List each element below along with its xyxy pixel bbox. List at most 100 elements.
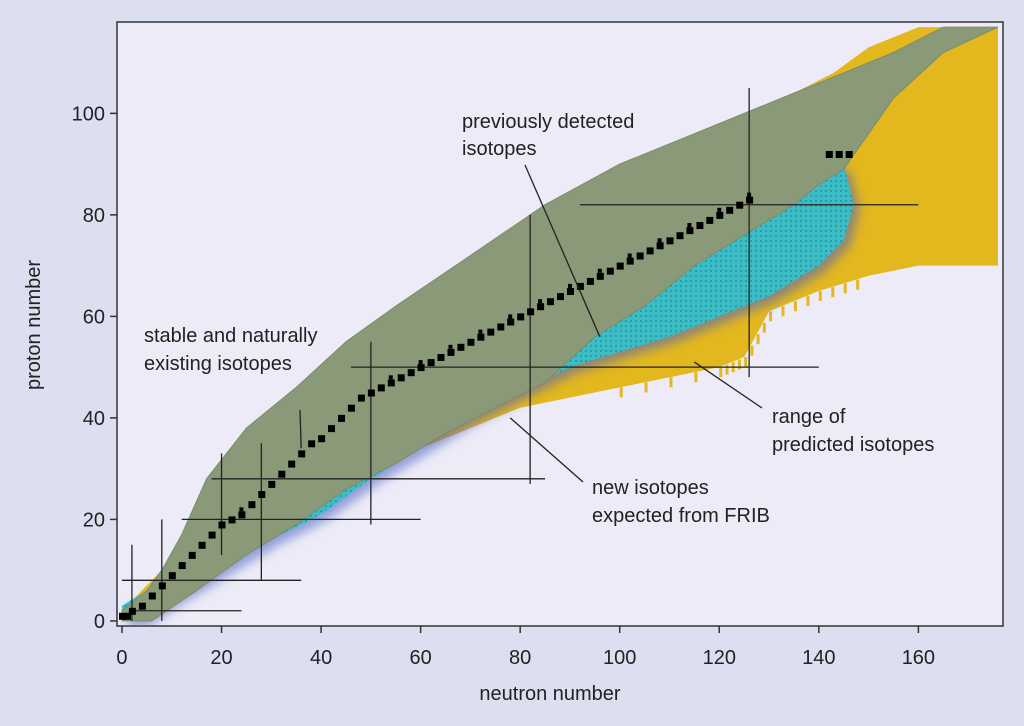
predicted-edge-tooth xyxy=(793,301,797,312)
stable-isotope-point xyxy=(666,237,674,245)
y-tick-label: 40 xyxy=(83,408,105,430)
stable-isotope-point xyxy=(228,516,236,524)
stable-isotope-point xyxy=(308,440,316,448)
stable-isotope-point xyxy=(597,268,602,273)
x-tick-label: 100 xyxy=(603,647,636,669)
annotations: previously detected isotopes stable and … xyxy=(144,111,934,527)
x-tick-label: 140 xyxy=(802,647,835,669)
stable-isotope-point xyxy=(417,364,425,372)
stable-isotope-point xyxy=(508,314,513,319)
stable-isotope-point xyxy=(825,151,833,158)
predicted-edge-tooth xyxy=(856,279,860,290)
stable-isotope-point xyxy=(407,369,415,377)
stable-isotope-point xyxy=(517,313,525,321)
stable-isotope-point xyxy=(198,541,206,549)
stable-isotope-point xyxy=(596,272,604,280)
stable-isotope-point xyxy=(626,257,634,265)
stable-isotope-point xyxy=(128,607,136,615)
stable-isotope-point xyxy=(178,562,186,570)
predicted-edge-tooth xyxy=(750,345,754,356)
stable-isotope-point xyxy=(557,293,564,301)
y-axis-title: proton number xyxy=(23,260,45,390)
annotation-leader xyxy=(694,361,763,409)
stable-isotope-point xyxy=(328,425,335,433)
axes: 0 20 40 60 80 100 120 140 160 0 20 40 60 80 100 xyxy=(72,103,935,669)
annotation-previously-detected-line-1: previously detected xyxy=(462,111,634,133)
predicted-edge-tooth xyxy=(737,359,741,370)
annotation-stable-isotopes-line-1: stable and naturally xyxy=(144,325,317,347)
stable-isotope-point xyxy=(218,521,226,529)
predicted-edge-tooth xyxy=(762,322,766,333)
stable-isotope-point xyxy=(646,247,654,255)
annotation-leader xyxy=(299,409,302,449)
stable-isotope-point xyxy=(567,288,574,295)
x-tick-label: 160 xyxy=(902,647,935,669)
annotation-leader xyxy=(509,417,584,483)
stable-isotope-point xyxy=(627,253,632,258)
stable-isotope-point xyxy=(208,531,216,539)
stable-isotope-point xyxy=(687,223,692,227)
predicted-edge-tooth xyxy=(694,372,698,383)
predicted-edge-tooth xyxy=(769,311,773,322)
stable-isotope-point xyxy=(138,602,146,610)
stable-isotope-point xyxy=(387,379,395,387)
stable-isotope-point xyxy=(586,277,594,285)
annotation-predicted-isotopes: range of predicted isotopes xyxy=(772,406,934,456)
stable-isotope-point xyxy=(357,394,365,402)
stable-isotope-point xyxy=(367,389,375,397)
annotation-stable-isotopes-line-2: existing isotopes xyxy=(144,353,292,375)
stable-isotope-point xyxy=(547,298,554,306)
stable-isotope-point xyxy=(527,308,535,316)
stable-isotope-point xyxy=(238,511,246,519)
stable-isotope-point xyxy=(835,151,843,158)
stable-isotope-point xyxy=(845,151,853,158)
annotation-previously-detected: previously detected isotopes xyxy=(462,111,640,160)
predicted-edge-tooth xyxy=(781,306,785,317)
stable-isotope-point xyxy=(427,359,435,367)
stable-isotope-point xyxy=(119,612,126,620)
stable-isotope-point xyxy=(747,192,752,197)
stable-isotope-point xyxy=(318,435,326,443)
stable-isotope-point xyxy=(168,572,176,580)
predicted-edge-tooth xyxy=(818,291,822,301)
stable-isotope-point xyxy=(477,333,485,341)
annotation-frib-isotopes: new isotopes expected from FRIB xyxy=(592,477,770,527)
x-tick-label: 80 xyxy=(509,647,531,669)
predicted-edge-tooth xyxy=(744,357,748,367)
stable-isotope-point xyxy=(457,343,465,351)
stable-isotope-point xyxy=(288,460,296,468)
predicted-edge-tooth xyxy=(756,334,760,345)
predicted-edge-tooth xyxy=(619,387,623,398)
y-tick-label: 0 xyxy=(94,611,105,633)
stable-isotope-point xyxy=(258,491,266,498)
stable-isotope-point xyxy=(248,501,256,509)
predicted-edge-tooth xyxy=(806,296,810,307)
stable-isotope-point xyxy=(537,303,545,311)
stable-isotope-point xyxy=(497,323,505,331)
predicted-edge-tooth xyxy=(644,382,648,393)
x-tick-label: 20 xyxy=(210,647,232,669)
x-tick-label: 60 xyxy=(410,647,432,669)
stable-isotope-point xyxy=(478,329,483,334)
stable-isotope-point xyxy=(726,206,734,214)
stable-isotope-point xyxy=(448,344,453,349)
annotation-frib-isotopes-line-1: new isotopes xyxy=(592,477,709,499)
stable-isotope-point xyxy=(158,582,166,590)
y-tick-label: 60 xyxy=(83,306,105,328)
stable-isotope-point xyxy=(437,354,445,361)
stable-isotope-point xyxy=(268,480,276,488)
stable-isotope-point xyxy=(388,375,393,380)
predicted-edge-tooth xyxy=(719,367,723,378)
annotation-leader xyxy=(524,164,601,337)
y-tick-label: 20 xyxy=(83,509,105,531)
stable-isotope-point xyxy=(636,252,644,260)
stable-isotope-point xyxy=(568,283,572,288)
plot-area xyxy=(119,26,999,626)
stable-isotope-point xyxy=(278,470,286,478)
stable-isotope-point xyxy=(656,242,664,250)
stable-isotope-point xyxy=(676,232,684,240)
annotation-previously-detected-line-2: isotopes xyxy=(462,138,537,160)
stable-isotope-point xyxy=(717,207,722,212)
annotation-predicted-isotopes-line-1: range of xyxy=(772,406,846,428)
